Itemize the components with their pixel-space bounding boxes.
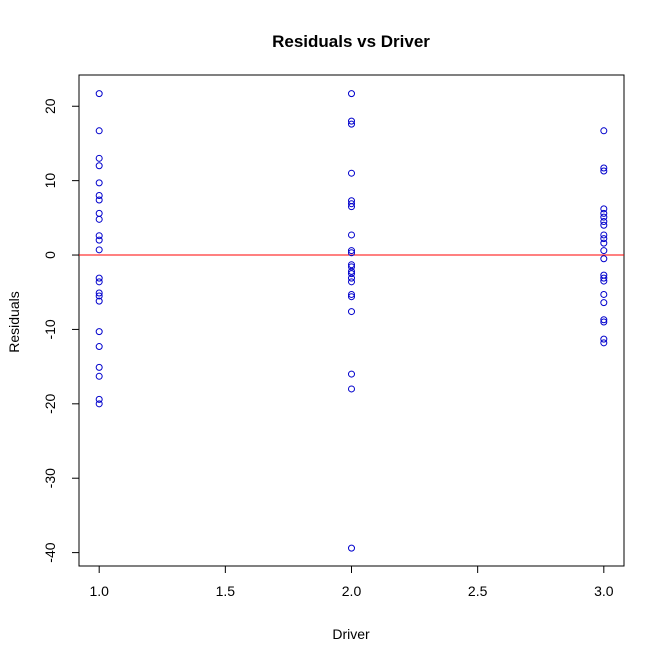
data-point xyxy=(95,343,103,351)
data-point xyxy=(348,261,355,269)
data-point xyxy=(95,215,103,223)
y-tick-label: -20 xyxy=(42,393,58,413)
y-tick-label: -30 xyxy=(42,468,58,488)
chart-title: Residuals vs Driver xyxy=(272,32,430,51)
data-point xyxy=(348,117,355,125)
data-point xyxy=(348,293,355,301)
data-point xyxy=(600,299,608,307)
data-point xyxy=(600,274,608,282)
data-point xyxy=(600,335,608,343)
data-point xyxy=(600,127,608,135)
data-point xyxy=(600,318,608,326)
data-point xyxy=(95,400,103,408)
data-point xyxy=(348,247,355,255)
y-axis: -40 -30 -20 -10 0 10 20 xyxy=(42,98,79,563)
x-tick-label: 2.0 xyxy=(342,583,362,599)
data-point xyxy=(600,247,608,255)
data-point xyxy=(95,372,103,380)
y-axis-label: Residuals xyxy=(6,291,22,352)
x-tick-label: 2.5 xyxy=(468,583,488,599)
data-point xyxy=(348,90,355,98)
data-point xyxy=(348,231,355,239)
y-tick-label: 0 xyxy=(42,251,58,259)
data-point xyxy=(600,277,608,285)
data-point xyxy=(600,316,608,324)
data-point xyxy=(95,274,103,282)
data-point xyxy=(600,167,608,175)
data-point xyxy=(95,363,103,371)
data-point xyxy=(95,395,103,403)
data-point xyxy=(95,246,103,254)
data-point xyxy=(600,221,608,229)
data-point xyxy=(600,218,608,226)
x-tick-label: 3.0 xyxy=(594,583,614,599)
x-axis-label: Driver xyxy=(332,626,370,642)
data-point xyxy=(348,267,355,275)
data-point xyxy=(348,203,355,211)
data-point xyxy=(600,209,608,217)
data-point xyxy=(95,162,103,170)
data-point xyxy=(348,270,355,278)
y-tick-label: -10 xyxy=(42,319,58,339)
data-point xyxy=(348,249,355,257)
x-tick-label: 1.5 xyxy=(216,583,236,599)
data-point xyxy=(95,179,103,187)
data-point xyxy=(348,370,355,378)
data-point xyxy=(95,154,103,162)
data-point xyxy=(348,308,355,316)
data-point xyxy=(348,278,355,286)
data-point xyxy=(95,328,103,336)
data-point xyxy=(600,205,608,213)
data-point xyxy=(95,292,103,300)
data-point xyxy=(348,544,355,552)
data-point xyxy=(95,209,103,217)
data-point xyxy=(600,235,608,243)
data-points xyxy=(95,90,608,552)
x-axis: 1.0 1.5 2.0 2.5 3.0 xyxy=(89,566,614,599)
data-point xyxy=(600,290,608,298)
data-point xyxy=(95,236,103,244)
data-point xyxy=(95,127,103,135)
y-tick-label: 10 xyxy=(42,173,58,189)
data-point xyxy=(348,385,355,393)
data-point xyxy=(600,239,608,247)
data-point xyxy=(95,289,103,297)
data-point xyxy=(348,120,355,128)
data-point xyxy=(348,200,355,208)
plot-frame xyxy=(78,74,625,567)
data-point xyxy=(600,339,608,347)
data-point xyxy=(95,196,103,204)
y-tick-label: 20 xyxy=(42,98,58,114)
data-point xyxy=(600,164,608,172)
data-point xyxy=(600,213,608,221)
data-point xyxy=(348,290,355,298)
x-tick-label: 1.0 xyxy=(89,583,109,599)
data-point xyxy=(95,278,103,286)
data-point xyxy=(348,263,355,271)
data-point xyxy=(600,231,608,239)
data-point xyxy=(95,297,103,305)
data-point xyxy=(348,169,355,177)
data-point xyxy=(95,232,103,240)
y-tick-label: -40 xyxy=(42,542,58,562)
data-point xyxy=(600,255,608,263)
data-point xyxy=(348,274,355,282)
data-point xyxy=(95,90,103,98)
data-point xyxy=(95,192,103,200)
